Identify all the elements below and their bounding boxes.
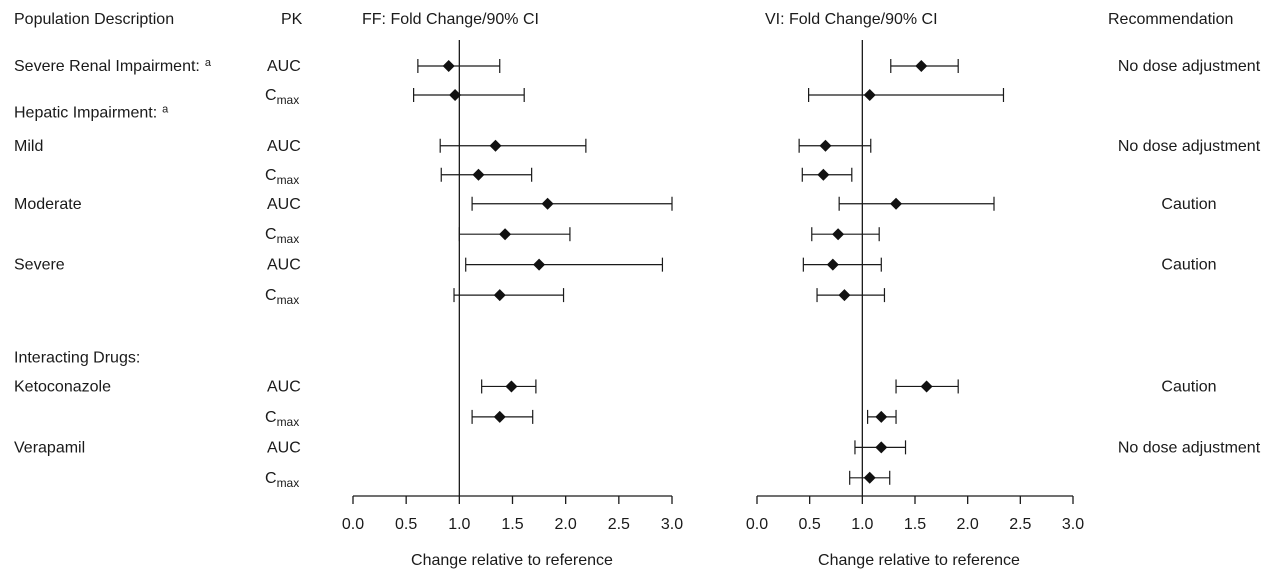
vi-x-tick-label: 3.0 [1062,516,1084,533]
ff-point-estimate [533,258,546,271]
pk-label-cmax: Cmax [265,470,299,490]
ff-x-tick-label: 1.0 [448,516,470,533]
vi-x-tick-label: 1.0 [851,516,873,533]
ff-x-axis-label: Change relative to reference [411,552,613,569]
pk-label-cmax: Cmax [265,87,299,107]
ff-point-estimate [541,197,554,210]
vi-point-estimate [863,89,876,101]
pk-label-cmax: Cmax [265,287,299,307]
ff-x-tick-label: 2.5 [608,516,630,533]
ff-point-estimate [493,410,506,423]
group-label: Hepatic Impairment: a [14,103,169,121]
recommendation-label: No dose adjustment [1118,58,1261,75]
pk-label-auc: AUC [267,138,301,155]
vi-point-estimate [920,380,933,393]
group-label: Interacting Drugs: [14,349,140,366]
pk-label-auc: AUC [267,439,301,456]
vi-point-estimate [863,471,876,484]
row-labels: Severe Renal Impairment: a Hepatic Impairm… [14,57,1261,490]
ff-point-estimate [442,60,455,72]
vi-point-estimate [875,410,888,423]
ff-point-estimate [472,168,485,181]
ff-x-tick-label: 0.0 [342,516,364,533]
header-pk: PK [281,11,303,28]
pk-label-auc: AUC [267,257,301,274]
vi-point-estimate [832,228,845,241]
group-label: Severe Renal Impairment: a [14,57,212,75]
vi-point-estimate [915,60,928,72]
ff-x-tick-label: 2.0 [555,516,577,533]
vi-x-tick-label: 0.5 [799,516,821,533]
pk-label-cmax: Cmax [265,226,299,246]
vi-point-estimate [838,289,851,302]
ff-x-tick-label: 0.5 [395,516,417,533]
population-label: Mild [14,138,43,155]
vi-x-tick-label: 1.5 [904,516,926,533]
vi-point-estimate [819,139,832,152]
vi-point-estimate [890,197,903,210]
ff-point-estimate [493,289,506,302]
vi-x-axis-label: Change relative to reference [818,552,1020,569]
ff-x-tick-label: 3.0 [661,516,683,533]
header-ff-title: FF: Fold Change/90% CI [362,11,539,28]
population-label: Ketoconazole [14,378,111,395]
population-label: Severe [14,257,65,274]
header-recommendation: Recommendation [1108,11,1233,28]
pk-label-auc: AUC [267,58,301,75]
recommendation-label: Caution [1161,196,1216,213]
vi-x-tick-label: 2.0 [957,516,979,533]
pk-label-cmax: Cmax [265,167,299,187]
vi-panel: 0.0 0.5 1.0 1.5 2.0 2.5 3.0 Change relative to … [746,40,1084,569]
vi-x-tick-label: 0.0 [746,516,768,533]
header-population: Population Description [14,11,174,28]
pk-label-cmax: Cmax [265,409,299,429]
vi-point-estimate [875,441,888,454]
ff-point-estimate [505,380,518,393]
ff-point-estimate [499,228,512,241]
ff-panel: 0.0 0.5 1.0 1.5 2.0 2.5 3.0 Change relative to … [342,40,683,569]
ff-point-estimate [489,139,502,152]
recommendation-label: Caution [1161,257,1216,274]
vi-x-tick-label: 2.5 [1009,516,1031,533]
vi-point-estimate [817,168,830,181]
vi-point-estimate [826,258,839,271]
recommendation-label: No dose adjustment [1118,138,1261,155]
population-label: Verapamil [14,439,85,456]
population-label: Moderate [14,196,82,213]
ff-point-estimate [449,89,462,101]
recommendation-label: Caution [1161,378,1216,395]
pk-label-auc: AUC [267,196,301,213]
ff-x-tick-label: 1.5 [501,516,523,533]
header-vi-title: VI: Fold Change/90% CI [765,11,938,28]
recommendation-label: No dose adjustment [1118,439,1261,456]
pk-label-auc: AUC [267,378,301,395]
